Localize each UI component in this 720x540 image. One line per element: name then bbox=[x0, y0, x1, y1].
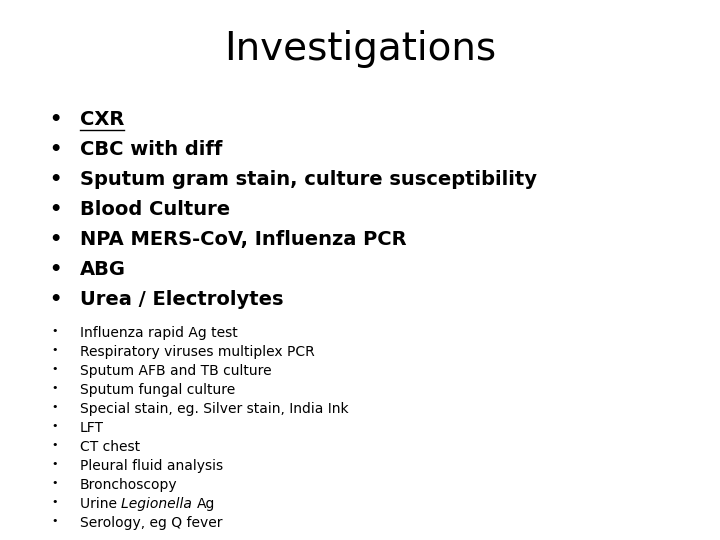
Text: CBC with diff: CBC with diff bbox=[80, 140, 222, 159]
Text: •: • bbox=[52, 364, 58, 374]
Text: Blood Culture: Blood Culture bbox=[80, 200, 230, 219]
Text: •: • bbox=[52, 326, 58, 336]
Text: LFT: LFT bbox=[80, 421, 104, 435]
Text: Pleural fluid analysis: Pleural fluid analysis bbox=[80, 459, 223, 473]
Text: Sputum fungal culture: Sputum fungal culture bbox=[80, 383, 235, 397]
Text: Investigations: Investigations bbox=[224, 30, 496, 68]
Text: •: • bbox=[52, 345, 58, 355]
Text: •: • bbox=[52, 440, 58, 450]
Text: Influenza rapid Ag test: Influenza rapid Ag test bbox=[80, 326, 238, 340]
Text: •: • bbox=[52, 497, 58, 507]
Text: Serology, eg Q fever: Serology, eg Q fever bbox=[80, 516, 222, 530]
Text: •: • bbox=[49, 290, 61, 309]
Text: •: • bbox=[49, 170, 61, 189]
Text: •: • bbox=[49, 230, 61, 249]
Text: Special stain, eg. Silver stain, India Ink: Special stain, eg. Silver stain, India I… bbox=[80, 402, 348, 416]
Text: Urine: Urine bbox=[80, 497, 122, 511]
Text: •: • bbox=[52, 516, 58, 526]
Text: •: • bbox=[49, 260, 61, 279]
Text: ABG: ABG bbox=[80, 260, 126, 279]
Text: Respiratory viruses multiplex PCR: Respiratory viruses multiplex PCR bbox=[80, 345, 315, 359]
Text: CT chest: CT chest bbox=[80, 440, 140, 454]
Text: •: • bbox=[49, 200, 61, 219]
Text: Legionella: Legionella bbox=[122, 497, 197, 511]
Text: •: • bbox=[52, 383, 58, 393]
Text: •: • bbox=[52, 421, 58, 431]
Text: Urea / Electrolytes: Urea / Electrolytes bbox=[80, 290, 284, 309]
Text: •: • bbox=[52, 478, 58, 488]
Text: Sputum gram stain, culture susceptibility: Sputum gram stain, culture susceptibilit… bbox=[80, 170, 537, 189]
Text: •: • bbox=[52, 402, 58, 412]
Text: CXR: CXR bbox=[80, 110, 125, 129]
Text: NPA MERS-CoV, Influenza PCR: NPA MERS-CoV, Influenza PCR bbox=[80, 230, 407, 249]
Text: •: • bbox=[52, 459, 58, 469]
Text: •: • bbox=[49, 140, 61, 159]
Text: •: • bbox=[49, 110, 61, 129]
Text: Sputum AFB and TB culture: Sputum AFB and TB culture bbox=[80, 364, 271, 378]
Text: Bronchoscopy: Bronchoscopy bbox=[80, 478, 178, 492]
Text: Ag: Ag bbox=[197, 497, 215, 511]
